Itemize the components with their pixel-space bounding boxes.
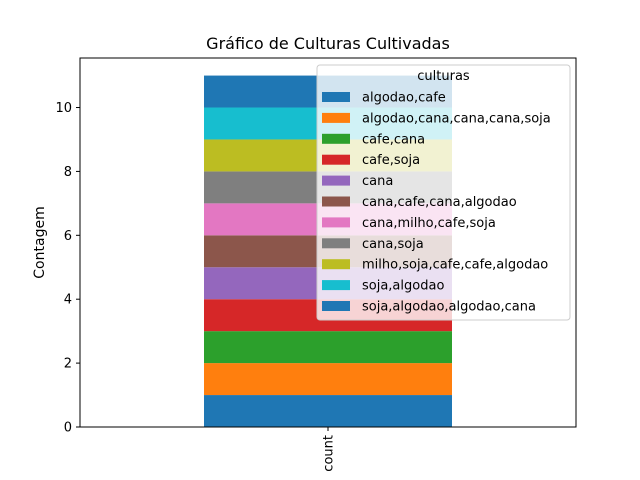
y-tick-label: 4 bbox=[64, 293, 72, 308]
legend-swatch bbox=[322, 196, 350, 207]
legend-swatch bbox=[322, 280, 350, 291]
chart-title: Gráfico de Culturas Cultivadas bbox=[206, 34, 450, 53]
legend-label: cafe,cana bbox=[362, 132, 425, 147]
legend-label: algodao,cana,cana,cana,soja bbox=[362, 111, 551, 126]
legend-label: soja,algodao,algodao,cana bbox=[362, 300, 536, 315]
legend-label: milho,soja,cafe,cafe,algodao bbox=[362, 258, 548, 273]
legend-swatch bbox=[322, 92, 350, 102]
x-axis: count bbox=[322, 427, 337, 472]
y-tick-label: 10 bbox=[55, 101, 72, 116]
y-tick-label: 8 bbox=[64, 165, 72, 180]
y-axis-label: Contagem bbox=[32, 206, 48, 278]
y-tick-label: 0 bbox=[64, 421, 72, 436]
y-axis: 0 2 4 6 8 10 bbox=[55, 101, 80, 436]
legend-label: cafe,soja bbox=[362, 153, 420, 168]
legend-swatch bbox=[322, 217, 350, 228]
legend-swatch bbox=[322, 259, 350, 270]
legend-swatch bbox=[322, 154, 350, 165]
legend-swatch bbox=[322, 301, 350, 311]
legend-label: algodao,cafe bbox=[362, 91, 446, 106]
legend-title: culturas bbox=[417, 69, 470, 84]
legend-swatch bbox=[322, 175, 350, 186]
legend-label: cana,milho,cafe,soja bbox=[362, 216, 496, 231]
bar-segment bbox=[204, 363, 452, 396]
bar-segment bbox=[204, 395, 452, 427]
bar-segment bbox=[204, 331, 452, 364]
legend-label: cana,cafe,cana,algodao bbox=[362, 195, 517, 210]
legend-box bbox=[316, 64, 571, 321]
legend-swatch bbox=[322, 112, 350, 123]
legend-items: algodao,cafe algodao,cana,cana,cana,soja c… bbox=[322, 91, 551, 315]
legend-swatch bbox=[322, 133, 350, 144]
x-tick-label: count bbox=[322, 435, 337, 472]
legend-label: soja,algodao bbox=[362, 279, 444, 294]
y-tick-label: 2 bbox=[64, 357, 72, 372]
legend-swatch bbox=[322, 238, 350, 249]
legend: culturas algodao,cafe algodao,cana,cana,c… bbox=[316, 64, 571, 321]
legend-label: cana bbox=[362, 174, 393, 189]
y-tick-label: 6 bbox=[64, 229, 72, 244]
legend-label: cana,soja bbox=[362, 237, 424, 252]
